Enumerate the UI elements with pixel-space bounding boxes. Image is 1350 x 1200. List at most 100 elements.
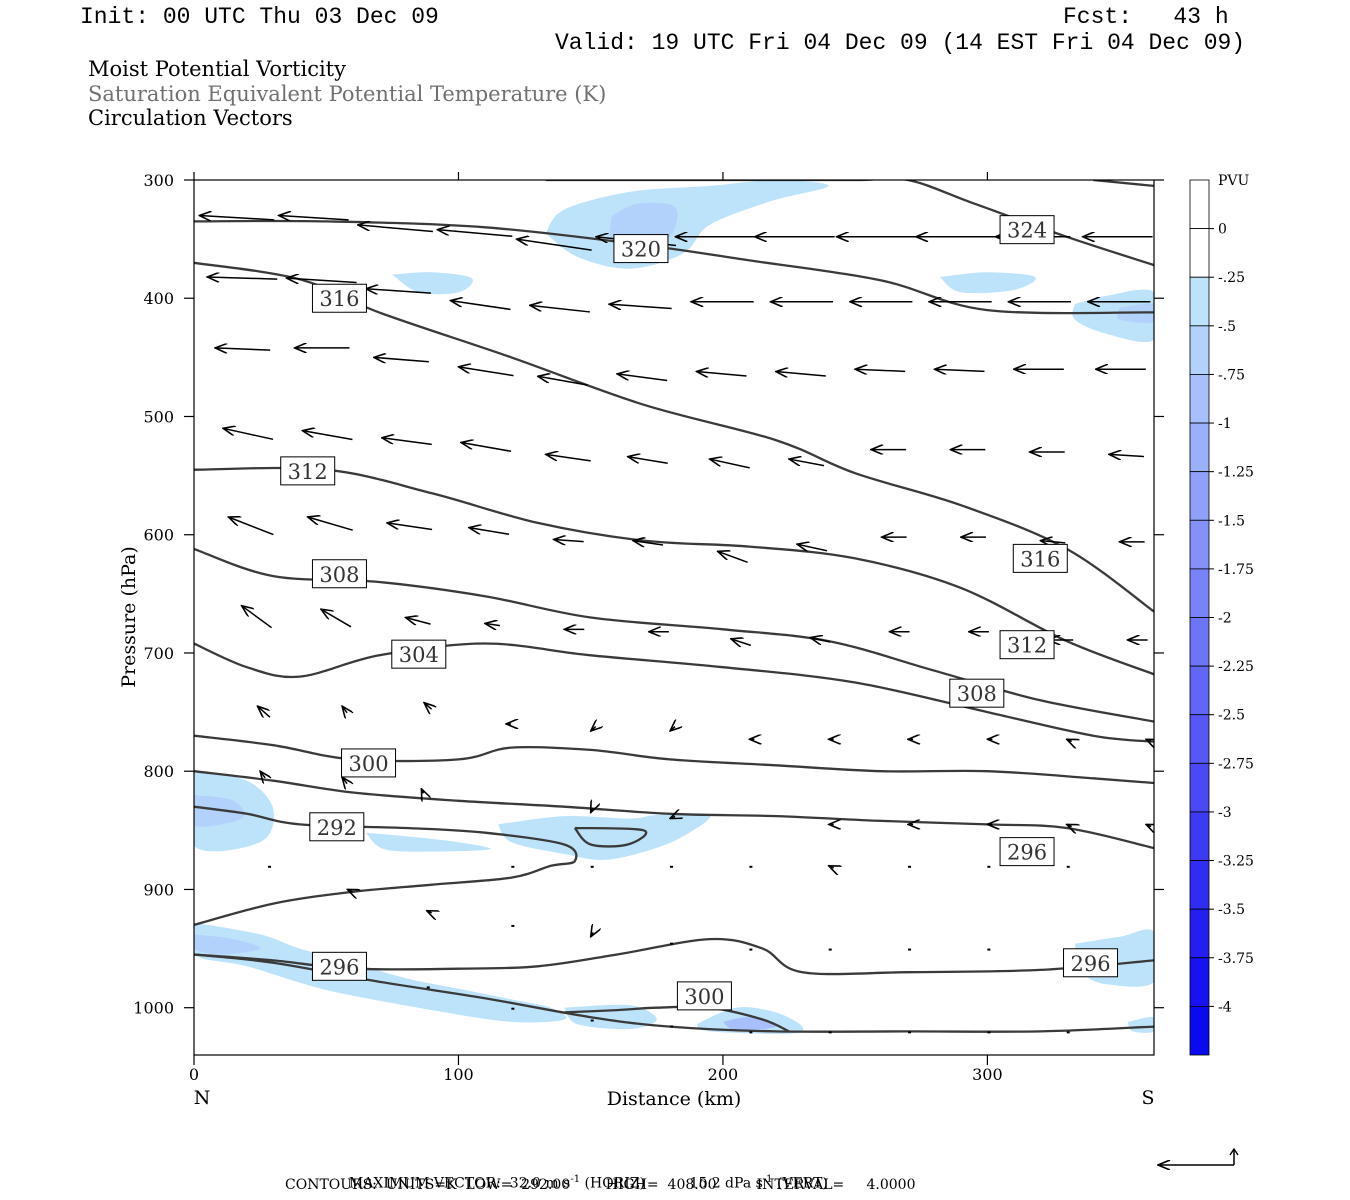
colorbar-tick-label: -1	[1218, 416, 1232, 432]
colorbar-swatch	[1189, 908, 1210, 959]
theta-e-contour-304	[194, 642, 1154, 743]
pv-shading-region	[939, 272, 1036, 294]
circulation-vector	[908, 1031, 912, 1034]
contour-label-box	[999, 630, 1055, 660]
theta-e-contour-324	[1093, 180, 1154, 188]
circulation-vector	[670, 942, 674, 945]
circulation-vector	[517, 239, 592, 251]
circulation-vector	[987, 1031, 991, 1034]
circulation-vector	[1146, 739, 1151, 741]
contour-label: 324	[1007, 219, 1047, 243]
theta-e-contour-320	[194, 219, 1154, 315]
contour-label-box	[341, 748, 397, 778]
theta-e-contour-292	[573, 826, 648, 848]
circulation-vector	[591, 808, 593, 812]
x-tick-label: 100	[443, 1065, 474, 1084]
exponent-1: -1	[570, 1174, 581, 1185]
pv-shading-region	[545, 180, 829, 269]
pv-shading-region	[498, 813, 711, 860]
circulation-vector	[366, 289, 431, 293]
y-tick-label: 300	[143, 171, 174, 190]
circulation-vector	[260, 771, 265, 778]
circulation-vector	[609, 304, 672, 308]
circulation-vector	[797, 544, 828, 551]
circulation-vector	[1067, 739, 1072, 741]
contour-label-box	[391, 639, 447, 669]
pv-shading-region	[392, 272, 473, 295]
circulation-vector	[908, 865, 912, 868]
colorbar-tick-label: -2.75	[1218, 756, 1254, 772]
colorbar-swatch	[1189, 665, 1210, 716]
contour-label-box	[999, 215, 1055, 245]
circulation-vector	[228, 517, 274, 536]
circulation-vector	[511, 1007, 515, 1010]
circulation-vector	[855, 369, 906, 371]
y-tick-label: 400	[143, 289, 174, 308]
max-vector-vert-label: (VERT)	[772, 1175, 828, 1192]
colorbar-tick-label: -1.25	[1218, 465, 1254, 481]
circulation-vector	[421, 789, 423, 793]
pv-shading-region	[194, 934, 261, 955]
colorbar-tick-label: -3.25	[1218, 854, 1254, 870]
circulation-vector	[215, 348, 271, 350]
colorbar-tick-label: -1.5	[1218, 513, 1245, 529]
contour-label: 308	[957, 682, 997, 706]
circulation-vector	[1146, 824, 1151, 826]
plot-frame	[193, 179, 1155, 1056]
circulation-vector	[749, 865, 753, 868]
contour-label-box	[676, 981, 732, 1011]
circulation-vector	[287, 278, 357, 282]
contour-label: 312	[1007, 634, 1047, 658]
max-vector-vert: (HORIZ) 15.2 dPa s	[580, 1175, 763, 1192]
circulation-vector	[426, 986, 430, 989]
circulation-vector	[358, 225, 434, 233]
circulation-vector	[710, 459, 750, 469]
circulation-vector	[511, 924, 515, 927]
y-tick-label: 1000	[133, 999, 174, 1018]
theta-e-contour-300	[194, 734, 1154, 785]
contour-label: 304	[399, 643, 439, 667]
max-vector-note: MAXIMUM VECTOR: 32.0 m s-1 (HORIZ) 15.2 …	[340, 1158, 828, 1192]
contour-label-box	[311, 559, 367, 589]
contour-label: 296	[319, 955, 359, 979]
circulation-vector	[207, 277, 278, 279]
reference-vector-icon	[1158, 1147, 1239, 1165]
colorbar-swatch	[1189, 374, 1210, 424]
circulation-vector	[437, 230, 513, 238]
circulation-vector	[199, 215, 275, 219]
circulation-vector	[279, 215, 349, 219]
colorbar-tick-label: -.75	[1218, 367, 1245, 383]
init-time: Init: 00 UTC Thu 03 Dec 09	[80, 4, 439, 30]
colorbar-tick-label: -2.5	[1218, 708, 1245, 724]
colorbar-tick-label: -1.75	[1218, 562, 1254, 578]
colorbar-swatch	[1189, 276, 1210, 327]
colorbar-swatch	[1189, 325, 1210, 375]
contour-label: 300	[684, 985, 724, 1009]
circulation-vector	[789, 459, 825, 467]
y-tick-label: 800	[143, 762, 174, 781]
contour-label-box	[999, 837, 1055, 867]
contour-label-box	[311, 951, 367, 981]
circulation-vector	[908, 948, 912, 951]
contour-label-box	[280, 456, 336, 486]
colorbar-swatch	[1189, 179, 1210, 230]
x-tick-label: 0	[189, 1065, 199, 1084]
contour-label: 312	[288, 460, 328, 484]
circulation-vector	[546, 454, 591, 462]
circulation-vector	[828, 948, 832, 951]
x-axis-label: Distance (km)	[607, 1088, 742, 1110]
colorbar-tick-label: -3.75	[1218, 951, 1254, 967]
circulation-vector	[1109, 454, 1145, 456]
exponent-2: -1	[762, 1174, 773, 1185]
circulation-vector	[308, 517, 353, 531]
circulation-vector	[342, 777, 347, 784]
contour-label: 300	[348, 752, 388, 776]
circulation-vector	[451, 301, 511, 311]
circulation-vector	[987, 865, 991, 868]
contour-info: CONTOURS: UNITS=K LOW= 292.00 HIGH= 408.…	[285, 1177, 916, 1193]
y-axis-label: Pressure (hPa)	[118, 546, 140, 688]
contour-label-box	[1012, 543, 1068, 573]
circulation-vector	[934, 369, 985, 371]
circulation-vector	[424, 703, 432, 710]
colorbar-title: PVU	[1218, 173, 1250, 189]
